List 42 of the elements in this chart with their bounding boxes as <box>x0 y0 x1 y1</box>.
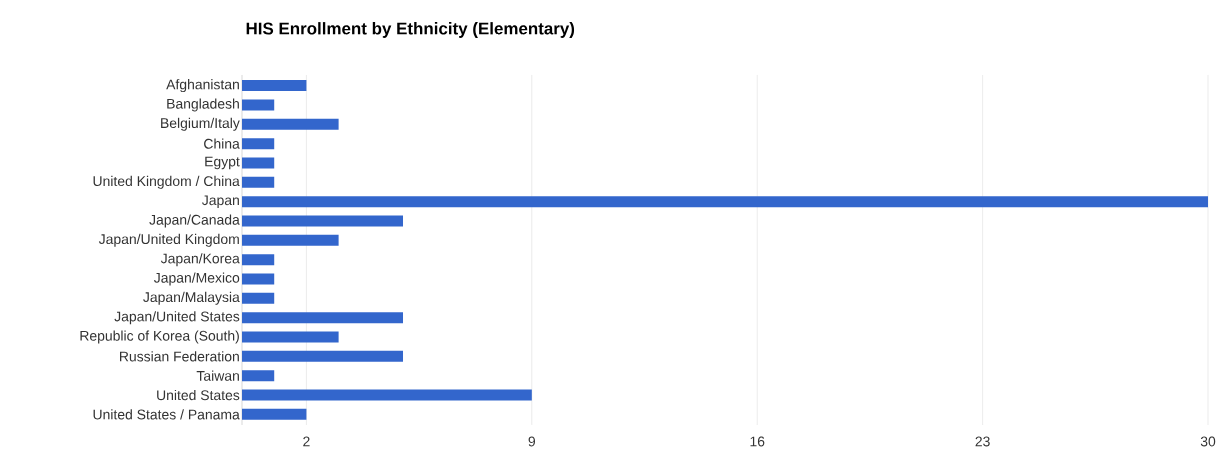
bar <box>242 350 404 362</box>
bar <box>242 370 275 382</box>
x-tick-label: 9 <box>528 436 536 447</box>
bar <box>242 312 404 324</box>
x-tick-label: 23 <box>975 436 990 447</box>
y-tick-label: United Kingdom / China <box>93 175 240 189</box>
y-tick-label: Russian Federation <box>120 351 239 362</box>
y-tick-label: Japan/Mexico <box>153 272 240 286</box>
x-tick-label: 2 <box>303 436 310 447</box>
bar <box>242 118 339 130</box>
bar <box>242 138 275 150</box>
y-tick-label: United States / Panama <box>93 409 240 420</box>
y-tick-label: Japan/United Kingdom <box>98 233 239 247</box>
y-tick-label: Japan/Canada <box>149 214 240 228</box>
y-tick-label: Republic of Korea (South) <box>80 330 239 344</box>
y-tick-label: Japan/Malaysia <box>143 291 240 305</box>
y-tick-label: Japan <box>202 195 239 208</box>
chart-title: HIS Enrollment by Ethnicity (Elementary) <box>246 22 575 38</box>
bar <box>242 176 275 188</box>
bar <box>242 196 1209 208</box>
bar <box>242 234 339 246</box>
bar <box>242 292 275 304</box>
y-tick-label: Belgium/Italy <box>161 117 240 131</box>
x-tick-label: 16 <box>750 436 765 447</box>
y-tick-label: United States <box>157 389 240 401</box>
bar <box>242 99 275 111</box>
bar <box>242 389 532 401</box>
bar <box>242 254 275 266</box>
bar <box>242 215 404 227</box>
x-tick-label: 30 <box>1200 436 1216 447</box>
y-tick-label: Bangladesh <box>167 98 239 112</box>
y-tick-label: Japan/Korea <box>160 253 240 267</box>
bar <box>242 331 339 343</box>
y-tick-label: Taiwan <box>196 370 239 381</box>
bar <box>242 273 275 285</box>
y-tick-label: Egypt <box>205 156 240 170</box>
bar <box>242 157 275 169</box>
bar <box>242 80 307 92</box>
bar <box>242 408 307 420</box>
y-tick-label: Japan/United States <box>114 311 240 325</box>
y-tick-label: China <box>204 138 240 149</box>
y-tick-label: Afghanistan <box>166 79 239 93</box>
